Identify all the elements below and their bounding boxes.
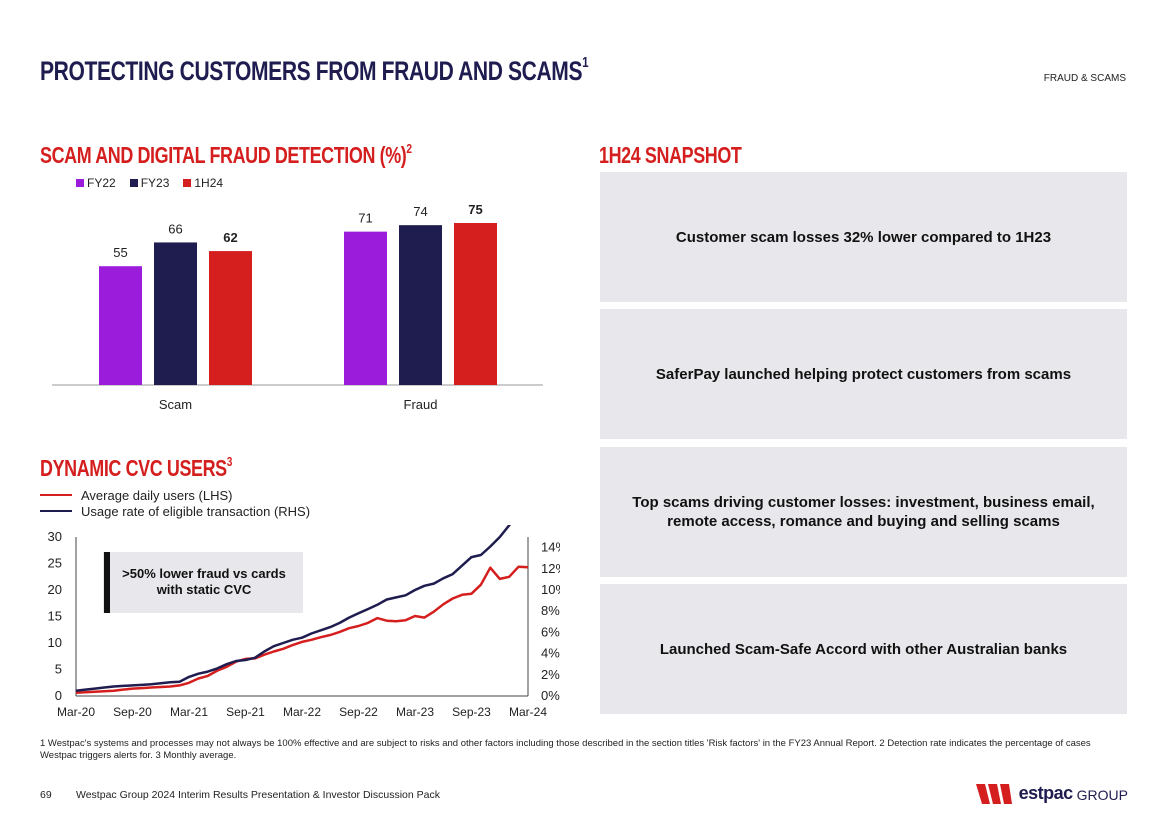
x-tick-label: Scam xyxy=(159,397,192,412)
bar-fy22-scam xyxy=(99,266,142,385)
bar-chart-title: SCAM AND DIGITAL FRAUD DETECTION (%)2 xyxy=(40,141,412,168)
bar-value-label: 62 xyxy=(223,230,237,245)
y-left-tick-label: 5 xyxy=(55,662,62,677)
callout-accent-bar xyxy=(104,552,110,613)
footnote: 1 Westpac's systems and processes may no… xyxy=(40,738,1091,761)
x-tick-label: Mar-23 xyxy=(396,705,434,719)
footer-text: Westpac Group 2024 Interim Results Prese… xyxy=(76,789,440,801)
y-right-tick-label: 2% xyxy=(541,667,560,682)
snapshot-card: Customer scam losses 32% lower compared … xyxy=(600,172,1127,302)
logo-wordmark: estpac xyxy=(1018,783,1074,803)
legend-item-fy22: FY22 xyxy=(76,176,116,190)
x-tick-label: Sep-22 xyxy=(339,705,378,719)
y-left-tick-label: 30 xyxy=(48,529,62,544)
legend-item-fy23: FY23 xyxy=(129,176,169,190)
snapshot-card-text: Launched Scam-Safe Accord with other Aus… xyxy=(659,640,1068,658)
y-right-tick-label: 12% xyxy=(541,561,560,576)
legend-item-daily-users: Average daily users (LHS) xyxy=(40,487,310,503)
series-line-daily-users xyxy=(75,565,529,695)
legend-item-1h24: 1H24 xyxy=(183,176,223,190)
bar-value-label: 66 xyxy=(168,221,182,236)
bar-value-label: 55 xyxy=(113,245,127,260)
snapshot-card: Top scams driving customer losses: inves… xyxy=(600,447,1127,577)
y-left-tick-label: 10 xyxy=(48,635,62,650)
snapshot-card-text: Customer scam losses 32% lower compared … xyxy=(675,228,1052,246)
snapshot-card-text: SaferPay launched helping protect custom… xyxy=(655,365,1072,383)
y-right-tick-label: 10% xyxy=(541,582,560,597)
cvc-chart-title: DYNAMIC CVC USERS3 xyxy=(40,454,233,481)
line-chart: 0 5 10 15 20 25 30 0% 2% 4% 6% 8% 10% 12% 14% Mar-20 Sep… xyxy=(48,525,560,719)
page-number: 69 xyxy=(40,789,52,801)
x-tick-label: Mar-21 xyxy=(170,705,208,719)
bar-value-label: 71 xyxy=(358,211,372,226)
x-tick-label: Sep-21 xyxy=(226,705,265,719)
westpac-w-icon xyxy=(975,784,1012,804)
y-left-tick-label: 20 xyxy=(48,582,62,597)
line-chart-legend: Average daily users (LHS) Usage rate of … xyxy=(40,487,310,519)
callout-box xyxy=(103,552,303,613)
x-tick-label: Sep-23 xyxy=(452,705,491,719)
bar-fy23-scam xyxy=(154,242,197,385)
callout-text: >50% lower fraud vs cards with static CV… xyxy=(122,566,286,597)
x-tick-label: Fraud xyxy=(404,397,438,412)
snapshot-card: SaferPay launched helping protect custom… xyxy=(600,309,1127,439)
section-tag: FRAUD & SCAMS xyxy=(1043,73,1126,84)
series-line-usage-rate xyxy=(75,525,512,692)
y-right-tick-label: 4% xyxy=(541,646,560,661)
y-left-tick-label: 15 xyxy=(48,609,62,624)
legend-item-usage-rate: Usage rate of eligible transaction (RHS) xyxy=(40,503,310,519)
bar-fy22-fraud xyxy=(344,231,387,385)
y-right-tick-label: 6% xyxy=(541,624,560,639)
bar-chart-legend: FY22 FY23 1H24 xyxy=(76,176,223,190)
x-tick-label: Mar-24 xyxy=(509,705,547,719)
westpac-logo: estpac GROUP xyxy=(975,783,1128,804)
page-title: PROTECTING CUSTOMERS FROM FRAUD AND SCAM… xyxy=(40,54,589,86)
x-tick-label: Mar-22 xyxy=(283,705,321,719)
snapshot-title: 1H24 SNAPSHOT xyxy=(599,142,742,168)
x-tick-label: Sep-20 xyxy=(113,705,152,719)
y-right-tick-label: 8% xyxy=(541,603,560,618)
bar-fy23-fraud xyxy=(399,225,442,385)
bar-value-label: 74 xyxy=(413,204,427,219)
y-left-tick-label: 0 xyxy=(55,688,62,703)
x-tick-label: Mar-20 xyxy=(57,705,95,719)
bar-1h24-fraud xyxy=(454,223,497,385)
bar-chart: 55 66 62 Scam 71 74 75 Fraud xyxy=(52,202,543,412)
bar-value-label: 75 xyxy=(468,202,482,217)
snapshot-card-text: Top scams driving customer losses: inves… xyxy=(632,494,1095,530)
y-right-tick-label: 14% xyxy=(541,540,560,555)
logo-group: GROUP xyxy=(1076,787,1128,803)
bar-1h24-scam xyxy=(209,251,252,385)
y-left-tick-label: 25 xyxy=(48,556,62,571)
y-right-tick-label: 0% xyxy=(541,688,560,703)
snapshot-card: Launched Scam-Safe Accord with other Aus… xyxy=(600,584,1127,714)
